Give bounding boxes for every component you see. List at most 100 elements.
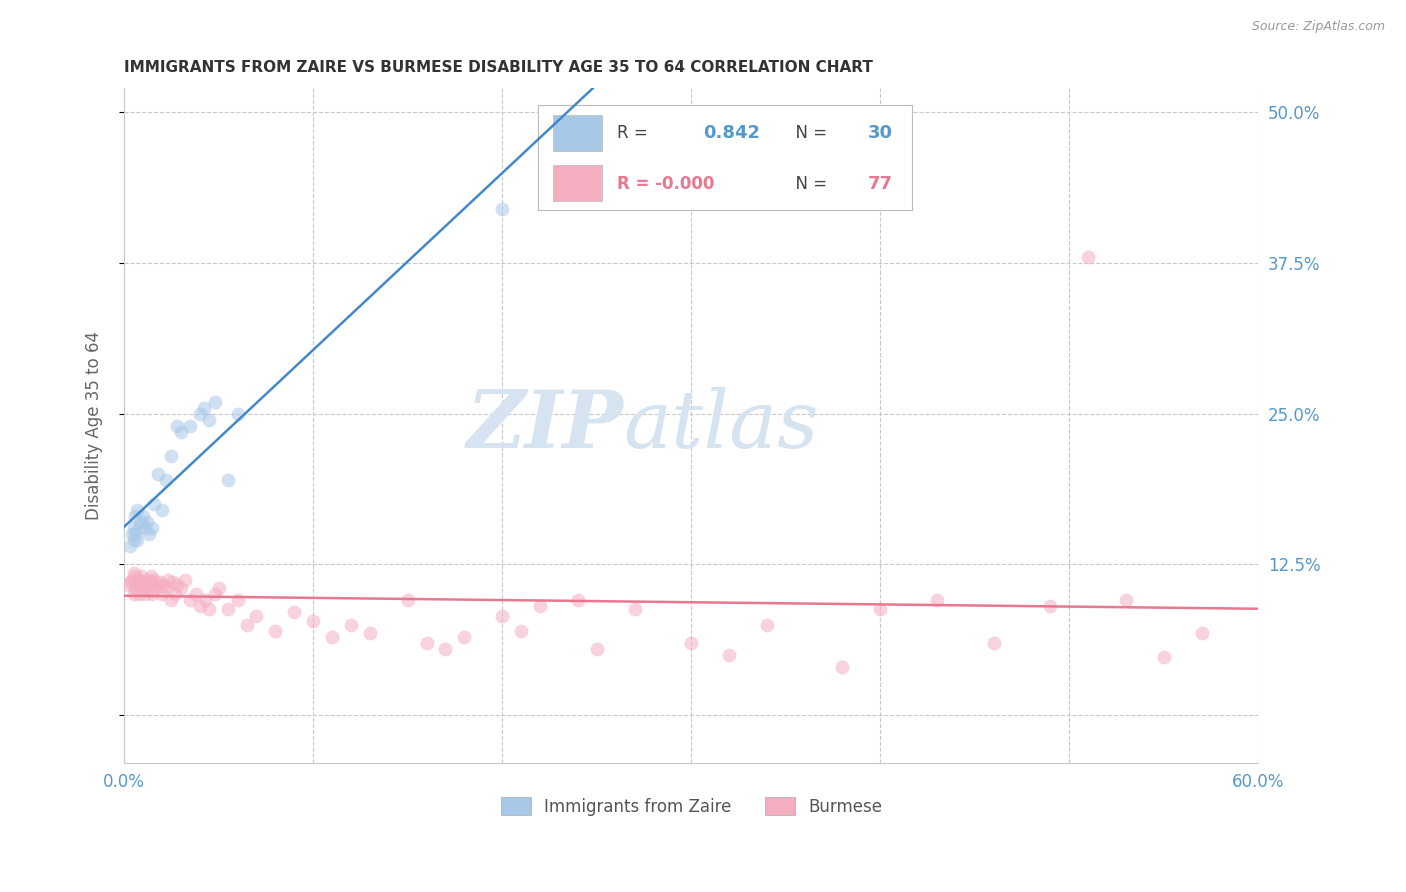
Point xyxy=(150,503,173,517)
Point xyxy=(129,578,152,592)
Point xyxy=(491,609,513,624)
Point xyxy=(122,533,145,548)
Point xyxy=(134,587,156,601)
Point xyxy=(184,587,207,601)
Point xyxy=(143,497,166,511)
Point xyxy=(1153,650,1175,665)
Text: IMMIGRANTS FROM ZAIRE VS BURMESE DISABILITY AGE 35 TO 64 CORRELATION CHART: IMMIGRANTS FROM ZAIRE VS BURMESE DISABIL… xyxy=(124,60,873,75)
Point xyxy=(132,509,155,524)
Point xyxy=(127,578,149,592)
Point xyxy=(165,587,187,601)
Point xyxy=(166,418,188,433)
Point xyxy=(138,573,160,587)
Point xyxy=(141,587,163,601)
Point xyxy=(121,573,143,587)
Point xyxy=(567,593,589,607)
Point xyxy=(139,575,162,590)
Point xyxy=(188,407,211,421)
Point xyxy=(146,467,169,481)
Point xyxy=(153,578,176,592)
Point xyxy=(415,635,437,649)
Point xyxy=(138,527,160,541)
Point xyxy=(170,425,193,439)
Point xyxy=(245,609,267,624)
Point xyxy=(198,602,221,616)
Point xyxy=(129,515,152,529)
Point xyxy=(135,578,157,592)
Point xyxy=(124,509,146,524)
Point xyxy=(491,202,513,216)
Point xyxy=(1191,626,1213,640)
Point xyxy=(146,578,169,592)
Point xyxy=(139,569,162,583)
Legend: Immigrants from Zaire, Burmese: Immigrants from Zaire, Burmese xyxy=(494,791,889,822)
Point xyxy=(188,599,211,614)
Point xyxy=(134,573,156,587)
Point xyxy=(1115,593,1137,607)
Point xyxy=(129,569,152,583)
Text: Source: ZipAtlas.com: Source: ZipAtlas.com xyxy=(1251,20,1385,33)
Point xyxy=(122,587,145,601)
Point xyxy=(226,593,249,607)
Point xyxy=(162,575,184,590)
Point xyxy=(121,527,143,541)
Point xyxy=(217,473,239,487)
Point xyxy=(166,578,188,592)
Point xyxy=(198,412,221,426)
Point xyxy=(160,449,183,463)
Point xyxy=(160,593,183,607)
Point xyxy=(141,578,163,592)
Point xyxy=(117,578,139,592)
Point xyxy=(340,617,363,632)
Point xyxy=(1039,599,1062,614)
Point xyxy=(173,573,195,587)
Point xyxy=(623,602,645,616)
Point xyxy=(396,593,419,607)
Point xyxy=(453,630,475,644)
Point xyxy=(983,635,1005,649)
Point xyxy=(118,539,141,553)
Point xyxy=(150,587,173,601)
Point xyxy=(321,630,343,644)
Point xyxy=(302,614,325,628)
Point xyxy=(1077,250,1099,264)
Point xyxy=(283,606,305,620)
Point xyxy=(156,573,179,587)
Point xyxy=(585,641,607,656)
Point xyxy=(122,566,145,580)
Point xyxy=(179,593,201,607)
Point xyxy=(755,617,778,632)
Point xyxy=(831,659,853,673)
Point xyxy=(194,593,217,607)
Text: ZIP: ZIP xyxy=(467,387,623,465)
Point xyxy=(204,394,226,409)
Point xyxy=(149,575,172,590)
Point xyxy=(434,641,457,656)
Point xyxy=(124,582,146,596)
Point xyxy=(128,587,150,601)
Point xyxy=(718,648,741,662)
Point xyxy=(264,624,287,638)
Point xyxy=(134,521,156,535)
Point xyxy=(127,503,149,517)
Point xyxy=(226,407,249,421)
Text: atlas: atlas xyxy=(623,387,818,465)
Point xyxy=(128,573,150,587)
Y-axis label: Disability Age 35 to 64: Disability Age 35 to 64 xyxy=(86,331,103,520)
Point xyxy=(122,521,145,535)
Point xyxy=(155,582,177,596)
Point xyxy=(118,575,141,590)
Point xyxy=(127,533,149,548)
Point xyxy=(138,582,160,596)
Point xyxy=(127,575,149,590)
Point xyxy=(170,582,193,596)
Point xyxy=(145,582,167,596)
Point xyxy=(132,582,155,596)
Point xyxy=(217,602,239,616)
Point xyxy=(869,602,891,616)
Point xyxy=(193,401,215,415)
Point xyxy=(124,569,146,583)
Point xyxy=(681,635,703,649)
Point xyxy=(155,473,177,487)
Point xyxy=(359,626,381,640)
